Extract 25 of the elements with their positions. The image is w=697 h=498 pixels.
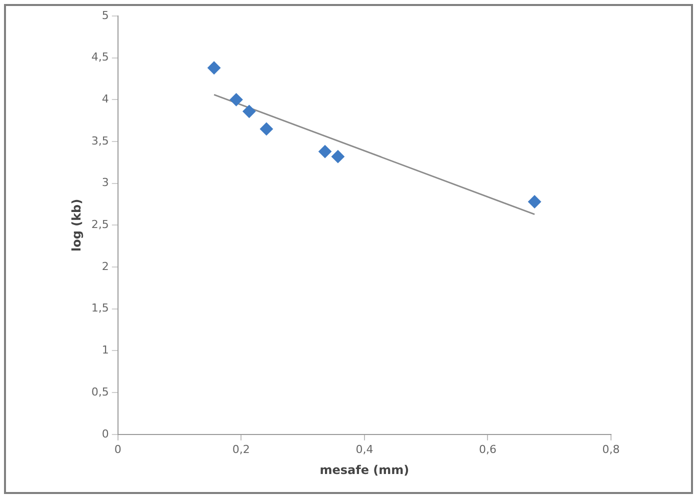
point — [260, 122, 273, 136]
y-tick-label: 5 — [102, 8, 109, 22]
y-tick-label: 0,5 — [91, 385, 109, 398]
y-tick-label: 1 — [102, 344, 109, 357]
y-tick-label: 4 — [102, 92, 109, 106]
x-tick-label: 0,8 — [602, 442, 620, 456]
y-axis-title: log (kb) — [69, 198, 84, 252]
x-tick-label: 0,4 — [356, 442, 374, 456]
point — [208, 61, 221, 74]
y-tick-label: 2 — [102, 260, 109, 273]
point — [242, 104, 256, 118]
y-tick-label: 4,5 — [91, 50, 109, 64]
x-tick-label: 0,6 — [478, 442, 496, 456]
point — [528, 195, 542, 208]
y-tick-label: 3,5 — [91, 134, 109, 148]
x-axis-title: mesafe (mm) — [320, 462, 410, 477]
point — [318, 145, 332, 158]
point — [331, 150, 344, 164]
y-tick-label: 0 — [102, 427, 109, 440]
y-tick-label: 2,5 — [91, 218, 109, 232]
y-tick-label: 1,5 — [91, 302, 109, 315]
point — [230, 93, 243, 106]
x-tick-label: 0 — [114, 442, 122, 456]
x-tick-label: 0,2 — [232, 442, 250, 456]
y-tick-label: 3 — [102, 176, 109, 190]
